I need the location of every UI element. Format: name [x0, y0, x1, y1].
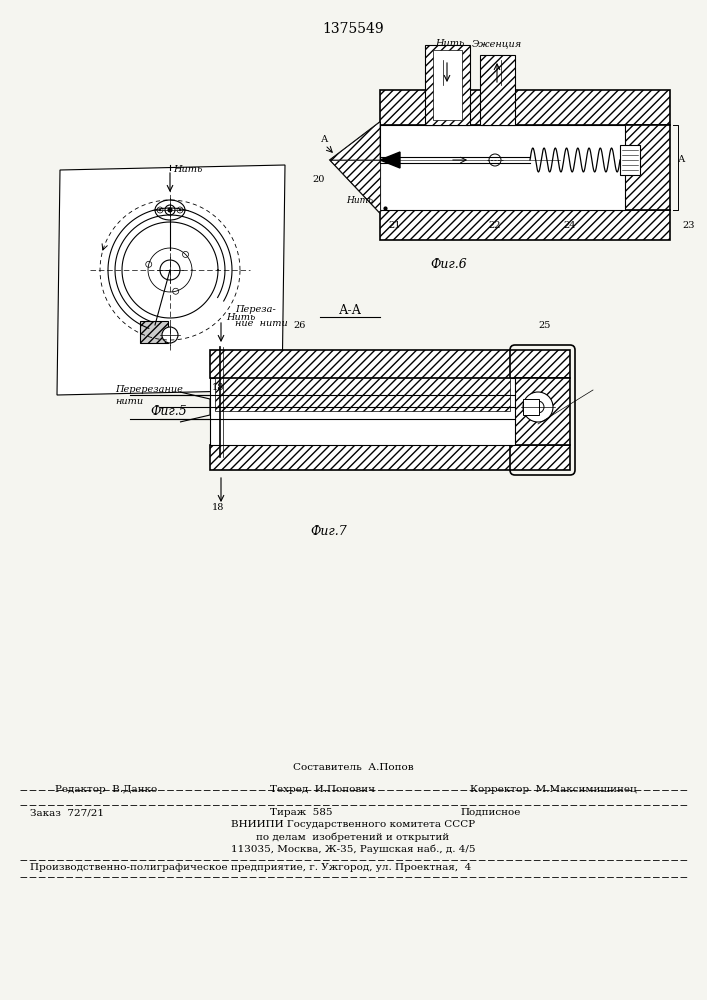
Text: Переза-: Переза-: [235, 306, 276, 314]
Circle shape: [173, 288, 179, 294]
Circle shape: [182, 251, 189, 257]
Text: 113035, Москва, Ж-35, Раушская наб., д. 4/5: 113035, Москва, Ж-35, Раушская наб., д. …: [230, 844, 475, 854]
Circle shape: [165, 205, 175, 215]
Text: 20: 20: [312, 176, 325, 184]
Text: Корректор  М.Максимишинец: Корректор М.Максимишинец: [470, 785, 637, 794]
Polygon shape: [330, 122, 380, 213]
Text: 23: 23: [682, 221, 694, 230]
Bar: [210, 378, 515, 445]
Text: ВНИИПИ Государственного комитета СССР: ВНИИПИ Государственного комитета СССР: [231, 820, 475, 829]
Text: Эженция: Эженция: [472, 39, 522, 48]
Text: Нить: Нить: [346, 196, 373, 205]
Text: по делам  изобретений и открытий: по делам изобретений и открытий: [257, 832, 450, 842]
Text: 18: 18: [212, 504, 224, 512]
Text: Фиг.5: Фиг.5: [150, 405, 187, 418]
Bar: [140, 321, 168, 343]
Circle shape: [168, 208, 172, 212]
Circle shape: [523, 392, 553, 422]
Text: Нить: Нить: [173, 165, 202, 174]
Text: нити: нити: [115, 397, 143, 406]
Bar: [210, 350, 570, 378]
Text: 25: 25: [539, 320, 551, 330]
Bar: [215, 378, 510, 411]
Text: Фиг.6: Фиг.6: [430, 258, 467, 271]
Bar: [380, 125, 625, 210]
Bar: [380, 210, 670, 240]
Circle shape: [532, 401, 544, 413]
Circle shape: [177, 207, 183, 213]
Text: Фиг.7: Фиг.7: [310, 525, 346, 538]
Text: 1375549: 1375549: [322, 22, 384, 36]
Polygon shape: [330, 160, 380, 213]
Bar: [210, 445, 570, 470]
Bar: [433, 50, 462, 120]
Polygon shape: [57, 165, 285, 395]
Bar: [515, 378, 570, 445]
Text: Нить: Нить: [435, 39, 464, 48]
Circle shape: [179, 209, 181, 211]
Bar: [620, 145, 640, 175]
Text: 21: 21: [389, 221, 402, 230]
Polygon shape: [330, 122, 380, 160]
Circle shape: [162, 327, 178, 343]
Text: Тираж  585: Тираж 585: [270, 808, 332, 817]
Text: 22: 22: [489, 221, 501, 230]
Circle shape: [146, 261, 152, 267]
Circle shape: [489, 154, 501, 166]
Text: Производственно-полиграфическое предприятие, г. Ужгород, ул. Проектная,  4: Производственно-полиграфическое предприя…: [30, 863, 472, 872]
Text: Техред  И.Попович: Техред И.Попович: [270, 785, 375, 794]
Text: А: А: [321, 135, 329, 144]
Text: Заказ  727/21: Заказ 727/21: [30, 808, 104, 817]
Text: Составитель  А.Попов: Составитель А.Попов: [293, 763, 414, 772]
Text: Редактор  В.Данко: Редактор В.Данко: [55, 785, 157, 794]
Text: 24: 24: [563, 221, 576, 230]
Circle shape: [159, 209, 161, 211]
Text: А-А: А-А: [339, 304, 361, 316]
Bar: [480, 55, 515, 125]
Bar: [380, 90, 670, 125]
Polygon shape: [380, 152, 400, 168]
Bar: [425, 45, 470, 125]
Text: 18: 18: [212, 382, 224, 391]
Text: 26: 26: [294, 320, 306, 330]
Text: ние  нити: ние нити: [235, 318, 288, 328]
Bar: [625, 125, 670, 210]
Text: Перерезание: Перерезание: [115, 384, 183, 393]
Text: Нить: Нить: [226, 314, 255, 322]
Bar: [523, 399, 539, 415]
Circle shape: [157, 207, 163, 213]
Ellipse shape: [155, 200, 185, 220]
Circle shape: [160, 260, 180, 280]
Text: А: А: [678, 155, 685, 164]
Text: Подписное: Подписное: [460, 808, 520, 817]
